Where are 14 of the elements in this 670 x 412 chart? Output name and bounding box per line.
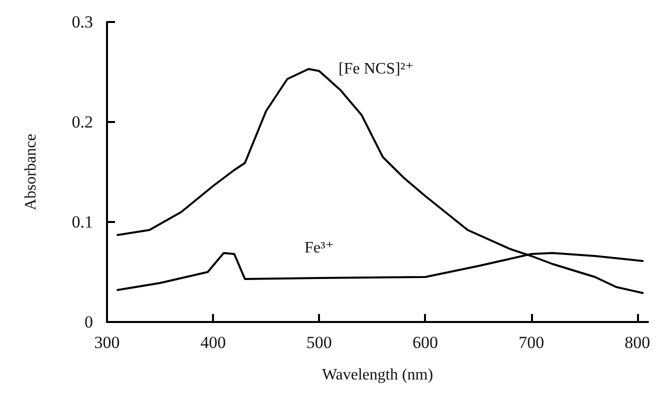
y-tick-label: 0.2	[72, 112, 93, 132]
y-axis-title: Absorbance	[22, 134, 40, 210]
y-tick-label: 0.1	[72, 212, 93, 232]
series-label: Fe³⁺	[304, 240, 334, 256]
x-tick-label: 400	[200, 333, 226, 352]
x-tick-label: 700	[518, 333, 544, 352]
x-tick-label: 500	[306, 333, 332, 352]
x-tick-label: 800	[624, 333, 650, 352]
x-axis-title: Wavelength (nm)	[322, 366, 434, 384]
y-tick-label: 0	[84, 312, 93, 332]
x-tick-label: 600	[412, 333, 438, 352]
series-label: [Fe NCS]²⁺	[338, 60, 414, 78]
x-tick-label: 300	[94, 333, 120, 352]
y-tick-label: 0.3	[72, 12, 93, 32]
